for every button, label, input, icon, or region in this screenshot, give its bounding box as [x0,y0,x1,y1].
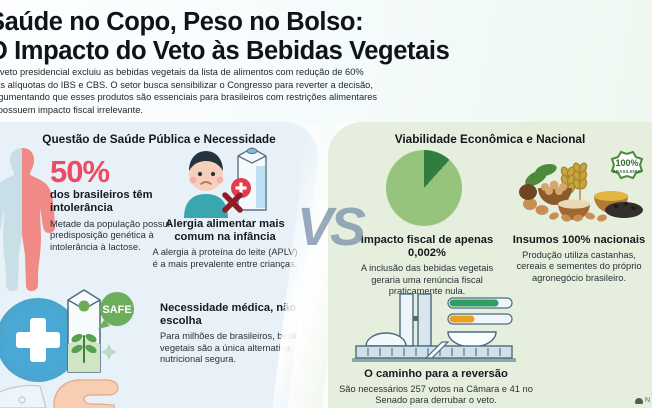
stat-value-intolerance: 50% [50,154,110,189]
stat-desc-intolerance: Metade da população possui predisposição… [50,218,170,252]
vs-label: VS [297,197,366,257]
right-item-2-text: Insumos 100% nacionais Produção utiliza … [506,234,652,284]
left-panel-heading: Questão de Saúde Pública e Necessidade [42,132,276,146]
human-body-silhouette-icon [0,142,70,310]
page-title-line1: Saúde no Copo, Peso no Bolso: [0,8,364,36]
title-medical-need: Necessidade médica, não escolha [160,302,297,328]
pie-chart-icon [386,150,462,226]
left-panel: Questão de Saúde Pública e Necessidade 5… [0,122,318,408]
camara-progress-fill [449,299,499,307]
title-national-inputs: Insumos 100% nacionais [512,234,646,246]
left-item-2-text: Alergia alimentar mais comum na infância… [150,218,300,270]
desc-reversal-path: São necessários 257 votos na Câmara e 41… [339,384,533,406]
left-item-3-text: Necessidade médica, não escolha Para mil… [160,302,310,365]
senado-progress-fill [449,315,475,323]
hand-holding-plant-milk-icon: SAFE [0,282,158,408]
title-allergy: Alergia alimentar mais comum na infância [165,218,285,244]
page-title-line2: O Impacto do Veto às Bebidas Vegetais [0,37,450,65]
desc-fiscal-impact: A inclusão das bebidas vegetais geraria … [360,263,494,296]
brasileiro-badge-label: BRASILEIRO [613,169,642,174]
sad-child-milk-carton-icon [168,140,280,218]
desc-national-inputs: Produção utiliza castanhas, cereais e se… [516,250,642,283]
desc-medical-need: Para milhões de brasileiros, bebidas veg… [160,331,310,364]
stat-lead-intolerance: dos brasileiros têm intolerância [50,189,153,214]
title-fiscal-impact: Impacto fiscal de apenas 0,002% [360,234,494,260]
watermark-logo-icon [634,397,643,404]
right-panel-heading: Viabilidade Econômica e Nacional [394,132,586,146]
left-item-1-text: 50% dos brasileiros têm intolerância Met… [50,156,170,252]
page-title: Saúde no Copo, Peso no Bolso: O Impacto … [0,8,628,66]
watermark: N [634,397,650,404]
right-item-3-text: O caminho para a reversão São necessário… [328,368,544,407]
header: Saúde no Copo, Peso no Bolso: O Impacto … [0,0,652,126]
safe-badge-label: SAFE [102,304,131,316]
right-panel: Viabilidade Econômica e Nacional Impacto… [328,122,652,408]
page-subtitle: O veto presidencial excluiu as bebidas v… [0,67,378,115]
right-item-1-text: Impacto fiscal de apenas 0,002% A inclus… [346,234,508,297]
brasileiro-badge-percent: 100% [615,158,638,168]
watermark-label: N [644,397,650,404]
desc-allergy: A alergia à proteína do leite (APLV) é a… [152,247,298,269]
nuts-grains-seeds-icon: 100% BRASILEIRO [516,144,644,228]
title-reversal-path: O caminho para a reversão [364,368,508,380]
congress-building-icon [352,292,522,366]
